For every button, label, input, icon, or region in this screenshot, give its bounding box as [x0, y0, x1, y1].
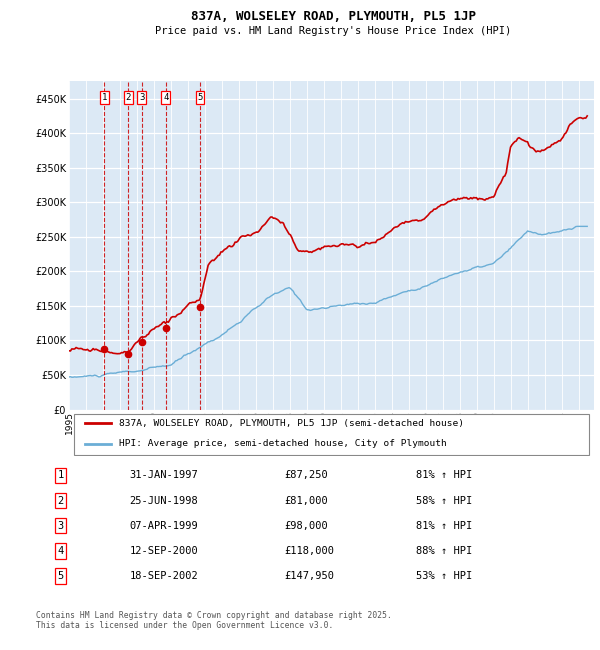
Text: 837A, WOLSELEY ROAD, PLYMOUTH, PL5 1JP: 837A, WOLSELEY ROAD, PLYMOUTH, PL5 1JP — [191, 10, 476, 23]
Text: 31-JAN-1997: 31-JAN-1997 — [130, 471, 198, 480]
Text: 5: 5 — [197, 93, 203, 102]
Text: £87,250: £87,250 — [284, 471, 328, 480]
Text: 18-SEP-2002: 18-SEP-2002 — [130, 571, 198, 581]
Text: 12-SEP-2000: 12-SEP-2000 — [130, 546, 198, 556]
Text: 88% ↑ HPI: 88% ↑ HPI — [416, 546, 473, 556]
Text: £147,950: £147,950 — [284, 571, 334, 581]
Text: 07-APR-1999: 07-APR-1999 — [130, 521, 198, 531]
Text: 25-JUN-1998: 25-JUN-1998 — [130, 496, 198, 506]
Text: 4: 4 — [163, 93, 169, 102]
Text: 5: 5 — [57, 571, 64, 581]
Text: 3: 3 — [57, 521, 64, 531]
Text: £118,000: £118,000 — [284, 546, 334, 556]
Text: 2: 2 — [57, 496, 64, 506]
Text: 58% ↑ HPI: 58% ↑ HPI — [416, 496, 473, 506]
FancyBboxPatch shape — [74, 414, 589, 454]
Text: 53% ↑ HPI: 53% ↑ HPI — [416, 571, 473, 581]
Text: HPI: Average price, semi-detached house, City of Plymouth: HPI: Average price, semi-detached house,… — [119, 439, 446, 448]
Text: 3: 3 — [139, 93, 144, 102]
Text: 4: 4 — [57, 546, 64, 556]
Text: Contains HM Land Registry data © Crown copyright and database right 2025.
This d: Contains HM Land Registry data © Crown c… — [35, 611, 391, 630]
Text: 1: 1 — [101, 93, 107, 102]
Text: Price paid vs. HM Land Registry's House Price Index (HPI): Price paid vs. HM Land Registry's House … — [155, 26, 511, 36]
Text: £98,000: £98,000 — [284, 521, 328, 531]
Text: 2: 2 — [125, 93, 131, 102]
Text: 837A, WOLSELEY ROAD, PLYMOUTH, PL5 1JP (semi-detached house): 837A, WOLSELEY ROAD, PLYMOUTH, PL5 1JP (… — [119, 419, 464, 428]
Text: 81% ↑ HPI: 81% ↑ HPI — [416, 471, 473, 480]
Text: 81% ↑ HPI: 81% ↑ HPI — [416, 521, 473, 531]
Text: 1: 1 — [57, 471, 64, 480]
Text: £81,000: £81,000 — [284, 496, 328, 506]
